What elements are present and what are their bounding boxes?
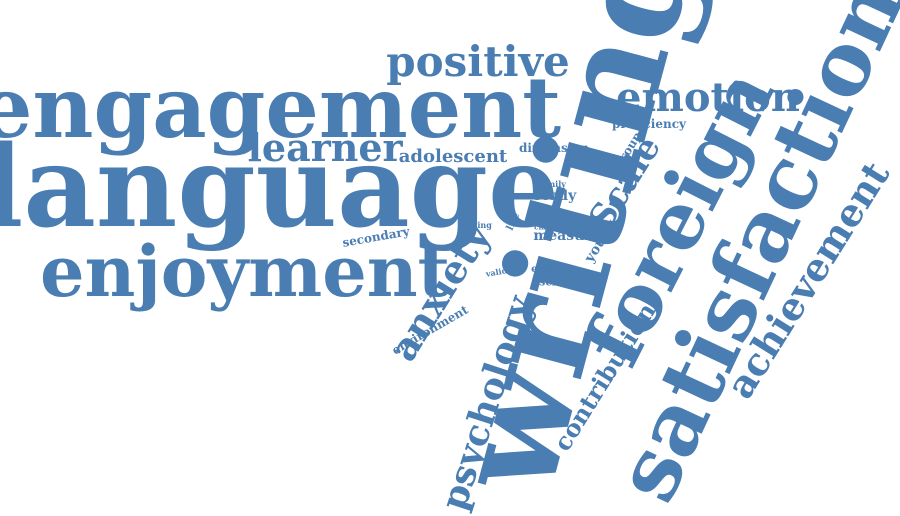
word-effect: effect [531, 264, 563, 275]
word-study: study [533, 188, 577, 204]
word-measure: measure [533, 228, 601, 244]
word-adolescent: adolescent [398, 146, 508, 167]
word-family: family [538, 179, 566, 189]
word-engagement: engagement [0, 58, 562, 157]
word-positive: positive [386, 37, 570, 86]
word-proficiency: proficiency [612, 117, 686, 131]
word-language: language [0, 122, 560, 253]
word-school: school [539, 275, 579, 289]
word-enjoyment: enjoyment [40, 230, 450, 313]
word-china: china [534, 222, 556, 232]
word-dimension: dimension [518, 141, 590, 155]
word-learner: learner [247, 125, 403, 170]
word-finding: finding [460, 220, 492, 230]
word-emotion: emotion [616, 74, 800, 121]
